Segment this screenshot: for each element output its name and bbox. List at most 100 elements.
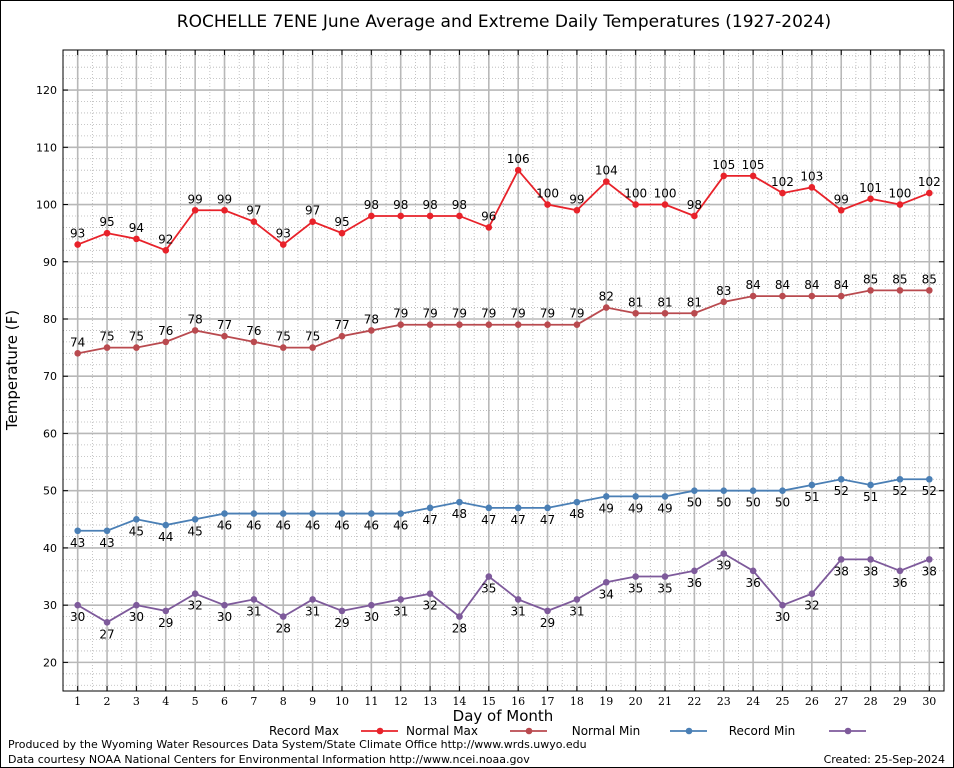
data-label: 46 xyxy=(276,519,291,533)
data-label: 51 xyxy=(804,490,819,504)
x-tick-label: 12 xyxy=(394,695,408,708)
x-tick-label: 5 xyxy=(192,695,199,708)
data-point xyxy=(74,527,81,535)
data-label: 77 xyxy=(217,318,232,332)
data-point xyxy=(661,201,669,208)
x-tick-label: 21 xyxy=(658,695,672,708)
data-point xyxy=(867,287,874,294)
data-point xyxy=(368,601,375,609)
data-label: 52 xyxy=(922,484,937,498)
data-label: 79 xyxy=(540,307,555,321)
data-label: 31 xyxy=(393,604,408,618)
data-point xyxy=(103,229,111,237)
data-label: 83 xyxy=(716,284,731,298)
data-label: 47 xyxy=(422,513,437,527)
data-point xyxy=(896,201,904,208)
data-label: 38 xyxy=(863,564,878,578)
data-label: 98 xyxy=(393,198,408,212)
data-point xyxy=(632,493,639,500)
data-point xyxy=(74,241,81,248)
data-label: 46 xyxy=(364,519,379,533)
data-point xyxy=(544,607,551,615)
y-tick-label: 50 xyxy=(43,485,57,498)
data-label: 104 xyxy=(595,164,618,178)
data-label: 31 xyxy=(305,604,320,618)
data-label: 99 xyxy=(217,192,232,206)
data-point xyxy=(456,212,463,220)
data-label: 30 xyxy=(775,610,790,624)
data-label: 100 xyxy=(654,187,677,201)
data-label: 50 xyxy=(775,496,790,510)
data-label: 46 xyxy=(334,519,349,533)
data-point xyxy=(514,321,522,329)
data-label: 93 xyxy=(276,227,291,241)
y-tick-label: 80 xyxy=(43,313,57,326)
x-tick-label: 27 xyxy=(834,695,848,708)
data-point xyxy=(867,481,874,489)
data-label: 97 xyxy=(246,204,261,218)
data-point xyxy=(896,287,904,294)
data-label: 75 xyxy=(276,330,291,344)
data-label: 100 xyxy=(888,187,911,201)
footer-produced-by: Produced by the Wyoming Water Resources … xyxy=(8,738,587,751)
x-axis-label: Day of Month xyxy=(453,707,554,725)
data-point xyxy=(133,235,140,243)
data-point xyxy=(133,516,140,523)
data-label: 50 xyxy=(745,496,760,510)
data-label: 98 xyxy=(687,198,702,212)
data-label: 92 xyxy=(158,232,173,246)
data-point xyxy=(250,510,258,517)
data-point xyxy=(573,321,581,329)
x-tick-label: 6 xyxy=(221,695,228,708)
data-label: 79 xyxy=(481,307,496,321)
data-label: 30 xyxy=(129,610,144,624)
data-point xyxy=(338,510,346,517)
data-point xyxy=(779,487,786,494)
data-label: 29 xyxy=(540,616,555,630)
x-tick-label: 11 xyxy=(364,695,378,708)
data-point xyxy=(162,521,170,529)
data-point xyxy=(162,338,170,346)
x-tick-label: 3 xyxy=(133,695,140,708)
data-label: 45 xyxy=(129,524,144,538)
data-point xyxy=(573,596,581,603)
x-tick-label: 9 xyxy=(309,695,316,708)
x-tick-label: 4 xyxy=(162,695,169,708)
data-label: 102 xyxy=(771,175,794,189)
data-label: 78 xyxy=(188,312,203,326)
data-point xyxy=(309,218,316,225)
data-label: 77 xyxy=(334,318,349,332)
data-point xyxy=(779,189,786,197)
data-label: 43 xyxy=(99,536,114,550)
data-point xyxy=(309,596,316,603)
data-label: 49 xyxy=(657,501,672,515)
data-point xyxy=(661,309,669,317)
data-label: 93 xyxy=(70,227,85,241)
data-label: 79 xyxy=(511,307,526,321)
data-point xyxy=(926,556,933,563)
data-label: 82 xyxy=(599,290,614,304)
x-tick-label: 22 xyxy=(687,695,701,708)
data-point xyxy=(338,332,346,340)
data-point xyxy=(691,309,698,317)
data-point xyxy=(602,304,610,311)
y-tick-label: 100 xyxy=(36,199,57,212)
data-point xyxy=(221,601,228,609)
data-point xyxy=(368,327,375,334)
data-point xyxy=(133,344,140,351)
data-label: 28 xyxy=(452,622,467,636)
data-point xyxy=(74,601,81,609)
data-label: 46 xyxy=(246,519,261,533)
data-label: 84 xyxy=(834,278,849,292)
data-point xyxy=(749,292,757,300)
data-point xyxy=(368,510,375,517)
x-tick-label: 25 xyxy=(775,695,789,708)
data-point xyxy=(837,556,845,563)
data-label: 48 xyxy=(569,507,584,521)
data-label: 103 xyxy=(800,169,823,183)
data-label: 30 xyxy=(70,610,85,624)
data-label: 29 xyxy=(158,616,173,630)
legend: Record Max Normal Max Normal Min Record Min xyxy=(269,724,866,738)
data-label: 50 xyxy=(687,496,702,510)
